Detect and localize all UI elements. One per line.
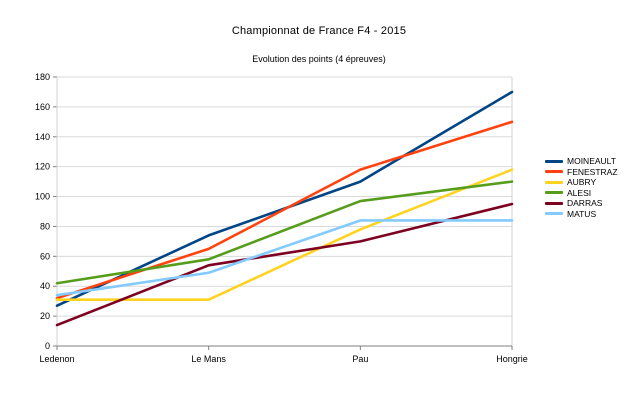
legend-item: DARRAS [545, 199, 618, 208]
y-axis-label: 60 [40, 251, 50, 261]
legend-item: FENESTRAZ [545, 166, 618, 177]
y-axis-label: 120 [35, 162, 50, 172]
series-line-aubry [55, 168, 514, 301]
series-line-alesi [55, 180, 514, 285]
y-axis-label: 100 [35, 192, 50, 202]
series-line-matus [55, 219, 514, 297]
legend-line-swatch [545, 212, 563, 216]
legend-line-swatch [545, 201, 563, 205]
legend-line-swatch [545, 159, 563, 163]
legend-label: ALESI [567, 187, 592, 198]
legend-label: AUBRY [567, 177, 597, 187]
legend-line-swatch [545, 170, 563, 174]
legend-line-swatch [545, 191, 563, 195]
legend-item: MOINEAULT [545, 157, 618, 166]
x-axis-label: Ledenon [39, 354, 74, 364]
y-axis-label: 160 [35, 102, 50, 112]
x-axis-label: Pau [352, 354, 368, 364]
legend-item: AUBRY [545, 178, 618, 187]
x-axis-label: Hongrie [496, 354, 528, 364]
legend-label: FENESTRAZ [567, 166, 618, 177]
y-axis-label: 20 [40, 311, 50, 321]
legend-label: DARRAS [567, 198, 603, 208]
chart-subtitle: Evolution des points (4 épreuves) [252, 54, 386, 64]
y-axis-label: 140 [35, 132, 50, 142]
y-axis-label: 180 [35, 72, 50, 82]
legend-label: MOINEAULT [567, 156, 616, 166]
legend-label: MATUS [567, 208, 597, 219]
series-line-darras [55, 202, 514, 327]
legend-item: ALESI [545, 187, 618, 198]
y-axis-label: 40 [40, 281, 50, 291]
legend-line-swatch [545, 180, 563, 184]
chart-title: Championnat de France F4 - 2015 [231, 25, 407, 37]
x-axis-label: Le Mans [191, 354, 226, 364]
y-axis-label: 80 [40, 221, 50, 231]
y-axis-label: 0 [45, 341, 50, 351]
series-line-fenestraz [55, 120, 514, 300]
legend: MOINEAULT FENESTRAZ AUBRY ALESI DARRAS MATUS [545, 157, 618, 218]
legend-item: MATUS [545, 208, 618, 219]
